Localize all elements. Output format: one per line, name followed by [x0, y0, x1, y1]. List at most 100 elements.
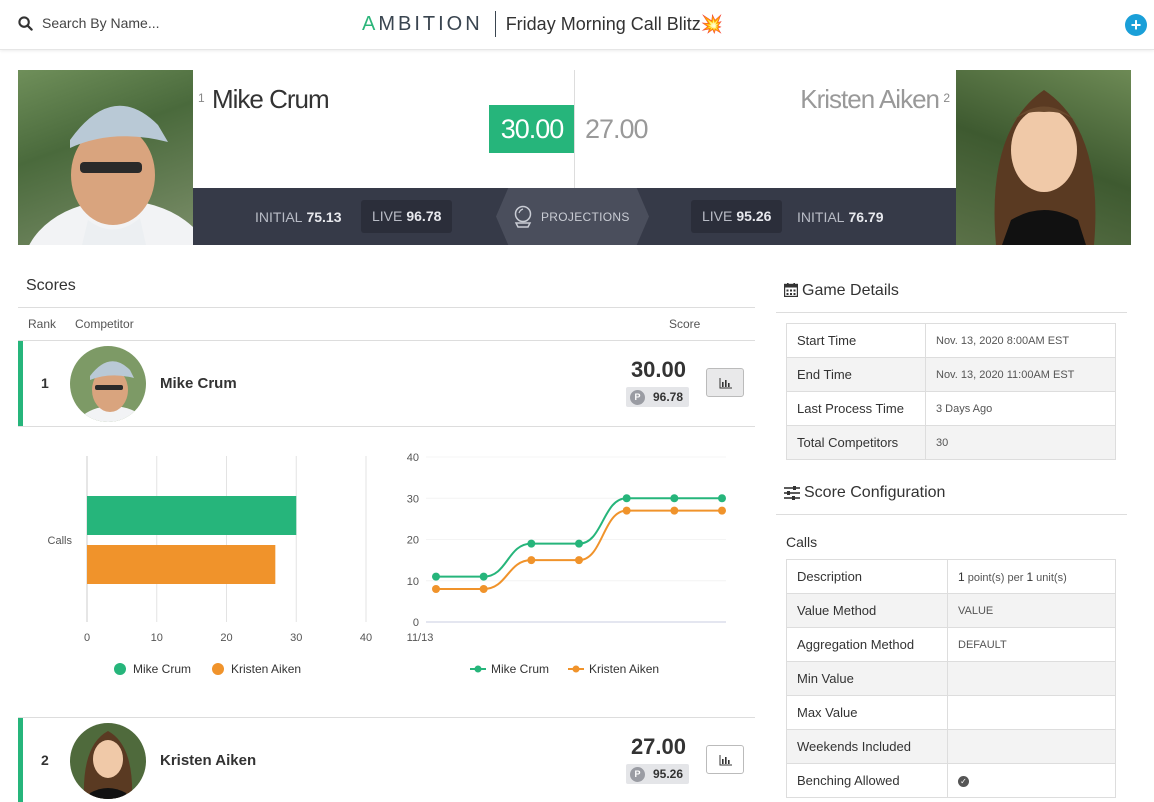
projections-label: PROJECTIONS [541, 210, 630, 224]
score-config-subtitle: Calls [786, 534, 818, 550]
detail-value: 30 [925, 425, 1116, 460]
y-tick-label: 40 [407, 452, 419, 464]
y-tick-label: 20 [407, 535, 419, 547]
add-button[interactable]: + [1125, 14, 1147, 36]
legend-label: Mike Crum [491, 662, 549, 676]
versus-panel: 1 Mike Crum 30.00 27.00 Kristen Aiken 2 [193, 70, 956, 188]
data-point [622, 494, 631, 503]
projections-button[interactable]: PROJECTIONS [496, 188, 649, 245]
detail-key: Last Process Time [786, 391, 926, 426]
detail-value: 3 Days Ago [925, 391, 1116, 426]
projection-badge: P [630, 767, 645, 782]
legend-swatch [114, 663, 126, 675]
versus-divider [574, 70, 575, 188]
calls-bar-chart: 0 10 20 30 40 Calls Mike Crum Kristen Aiken [48, 456, 372, 676]
x-tick-label: 40 [360, 632, 372, 644]
config-key: Min Value [786, 661, 948, 696]
legend-swatch [572, 665, 580, 673]
score-line-chart: 0 10 20 30 40 11/13 Mike Crum Kristen Aiken [407, 452, 726, 676]
crystal-ball-icon [514, 205, 532, 228]
config-row: Value Method VALUE [786, 593, 1116, 628]
config-key: Aggregation Method [786, 627, 948, 662]
competitor-photo-left [18, 70, 193, 245]
row-divider [18, 426, 755, 427]
right-score: 27.00 [585, 114, 649, 144]
x-tick-label: 30 [290, 632, 302, 644]
left-competitor-name[interactable]: Mike Crum [212, 84, 330, 114]
data-point [432, 572, 440, 581]
y-tick-label: 30 [407, 493, 419, 505]
rank-column-header: Rank [28, 317, 57, 331]
brand: AMBITION Friday Morning Call Blitz💥 [362, 11, 723, 37]
config-value [947, 729, 1116, 764]
game-details-divider [776, 312, 1127, 313]
data-point [527, 539, 536, 548]
bar [87, 545, 276, 584]
chart-toggle-button[interactable] [706, 745, 744, 774]
row-competitor-name[interactable]: Kristen Aiken [160, 752, 257, 769]
y-tick-label: 10 [407, 576, 419, 588]
game-details-table: Start Time Nov. 13, 2020 8:00AM EST End T… [786, 323, 1116, 460]
detail-row: End Time Nov. 13, 2020 11:00AM EST [786, 357, 1116, 392]
config-key: Max Value [786, 695, 948, 730]
game-title: Friday Morning Call Blitz💥 [505, 13, 724, 34]
left-live: LIVE 96.78 [361, 200, 453, 233]
projections-bar: INITIAL 75.13 LIVE 96.78 PROJECTIONS LIVE 9… [193, 188, 956, 245]
row-score: 30.00 [630, 357, 686, 382]
config-value [947, 661, 1116, 696]
config-row: Benching Allowed ✓ [786, 763, 1116, 798]
ambition-logo: AMBITION [362, 12, 483, 35]
data-point [479, 585, 488, 593]
game-details-title: Game Details [802, 282, 899, 299]
chart-toggle-button[interactable] [706, 368, 744, 397]
config-row: Aggregation Method DEFAULT [786, 627, 1116, 662]
score-config-table: Description 1 point(s) per 1 unit(s) Val… [786, 559, 1116, 798]
legend-label: Kristen Aiken [231, 662, 301, 676]
config-value: DEFAULT [947, 627, 1116, 662]
detail-key: End Time [786, 357, 926, 392]
legend-swatch [474, 665, 482, 673]
projection-pill: P 96.78 [626, 387, 690, 407]
category-label: Calls [48, 535, 73, 547]
detail-row: Total Competitors 30 [786, 425, 1116, 460]
bar-chart-icon [719, 755, 732, 766]
detail-value: Nov. 13, 2020 11:00AM EST [925, 357, 1116, 392]
right-competitor-name[interactable]: Kristen Aiken [800, 84, 940, 114]
y-tick-label: 0 [413, 617, 419, 629]
config-value: ✓ [947, 763, 1116, 798]
detail-key: Total Competitors [786, 425, 926, 460]
data-point [718, 506, 726, 515]
score-config-divider [776, 514, 1127, 515]
competitor-column-header: Competitor [75, 317, 134, 331]
config-row: Max Value [786, 695, 1116, 730]
config-value: 1 point(s) per 1 unit(s) [947, 559, 1116, 594]
right-rank: 2 [943, 91, 950, 105]
projection-badge: P [630, 390, 645, 405]
header-divider [18, 340, 755, 341]
data-point [527, 556, 536, 565]
search-box [18, 15, 202, 31]
right-live: LIVE 95.26 [691, 200, 783, 233]
data-point [479, 572, 488, 581]
search-input[interactable] [42, 15, 202, 31]
row-score: 27.00 [630, 734, 686, 759]
avatar [70, 723, 146, 799]
bar-chart-icon [719, 378, 732, 389]
detail-key: Start Time [786, 323, 926, 358]
check-circle-icon: ✓ [958, 775, 969, 787]
calendar-icon [784, 283, 798, 297]
head-to-head-banner: 1 Mike Crum 30.00 27.00 Kristen Aiken 2 … [18, 70, 1131, 245]
data-point [670, 506, 679, 515]
row-competitor-name[interactable]: Mike Crum [160, 375, 237, 392]
data-point [670, 494, 679, 503]
table-row[interactable]: 1 Mike Crum 30.00 P 96.78 [18, 341, 755, 427]
config-row: Min Value [786, 661, 1116, 696]
right-initial: INITIAL 76.79 [797, 209, 884, 225]
legend-label: Kristen Aiken [589, 662, 659, 676]
search-icon [18, 15, 33, 31]
left-score: 30.00 [489, 105, 575, 153]
config-key: Description [786, 559, 948, 594]
data-point [718, 494, 726, 503]
top-bar: AMBITION Friday Morning Call Blitz💥 + [0, 0, 1154, 50]
table-row[interactable]: 2 Kristen Aiken 27.00 P 95.26 [18, 718, 755, 802]
